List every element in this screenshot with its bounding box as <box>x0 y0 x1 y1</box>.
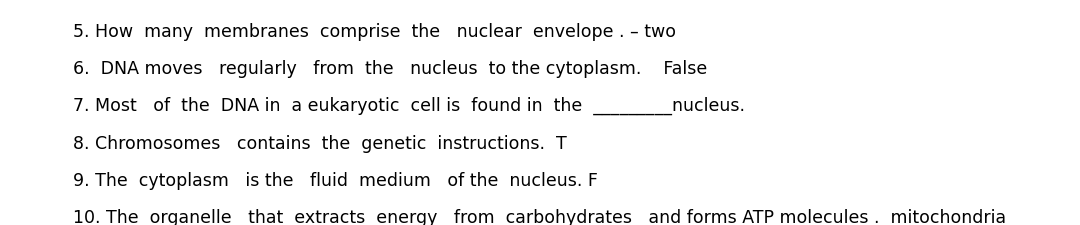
Text: 6.  DNA moves   regularly   from  the   nucleus  to the cytoplasm.    False: 6. DNA moves regularly from the nucleus … <box>73 60 707 78</box>
Text: 7. Most   of  the  DNA in  a eukaryotic  cell is  found in  the  _________nucleu: 7. Most of the DNA in a eukaryotic cell … <box>73 97 745 115</box>
Text: 8. Chromosomes   contains  the  genetic  instructions.  T: 8. Chromosomes contains the genetic inst… <box>73 134 567 152</box>
Text: 9. The  cytoplasm   is the   fluid  medium   of the  nucleus. F: 9. The cytoplasm is the fluid medium of … <box>73 171 598 189</box>
Text: 5. How  many  membranes  comprise  the   nuclear  envelope . – two: 5. How many membranes comprise the nucle… <box>73 22 676 40</box>
Text: 10. The  organelle   that  extracts  energy   from  carbohydrates   and forms AT: 10. The organelle that extracts energy f… <box>73 208 1007 225</box>
